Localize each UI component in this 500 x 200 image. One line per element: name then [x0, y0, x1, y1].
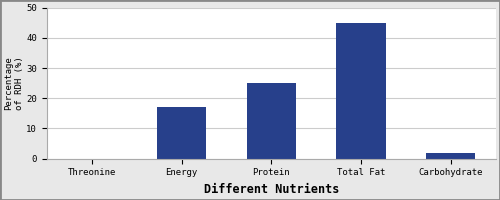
Y-axis label: Percentage
of RDH (%): Percentage of RDH (%)	[4, 56, 24, 110]
Bar	[336, 23, 386, 159]
X-axis label: Different Nutrients: Different Nutrients	[204, 183, 339, 196]
Bar	[246, 83, 296, 159]
Bar	[157, 107, 206, 159]
Bar	[426, 153, 476, 159]
